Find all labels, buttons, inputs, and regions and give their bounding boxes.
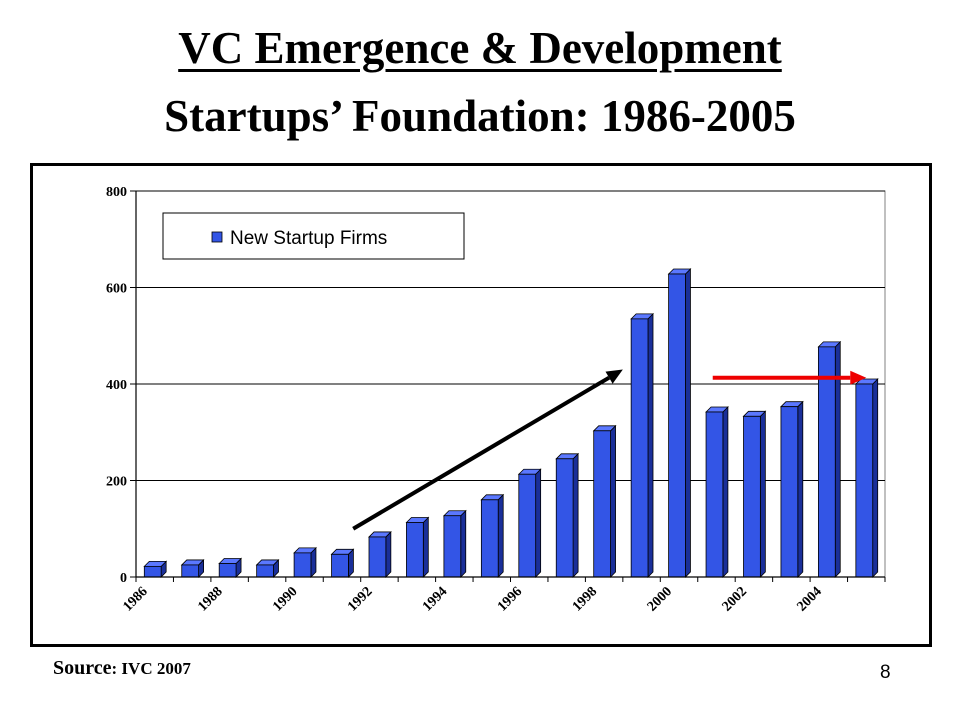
bar (143, 565, 162, 578)
bar (293, 552, 312, 578)
chart-frame: 0 200 400 600 800 1986 1988 1990 1992 1994 1996 199… (30, 163, 932, 647)
bar (331, 553, 349, 578)
bar (518, 473, 537, 578)
bar (630, 318, 649, 578)
x-tick-label: 2002 (720, 584, 750, 614)
x-tick-label: 1996 (495, 584, 525, 614)
bar-side (797, 400, 804, 578)
bar-side (422, 516, 429, 578)
bar (555, 458, 574, 578)
bar-side (722, 406, 729, 578)
x-tick-label: 1994 (420, 584, 450, 614)
x-tick-label: 2000 (645, 584, 675, 614)
x-tick-label: 1988 (195, 584, 225, 614)
bar (368, 536, 387, 578)
annotation-arrow-head (850, 370, 867, 385)
bar-chart: 0 200 400 600 800 1986 1988 1990 1992 1994 1996 199… (106, 185, 886, 615)
bar-side (610, 424, 616, 578)
x-tick-label: 1992 (345, 584, 375, 614)
bar-side (572, 452, 579, 578)
bar-side (759, 410, 766, 578)
bar (855, 383, 874, 578)
bar-side (647, 312, 654, 578)
slide-title: VC Emergence & Development (178, 23, 782, 73)
bar (593, 430, 611, 578)
axes (130, 190, 886, 582)
y-tick-label: 200 (106, 475, 127, 490)
legend-box (162, 212, 465, 260)
bar (443, 515, 462, 578)
source-value: : IVC 2007 (111, 659, 191, 678)
bar (743, 415, 761, 578)
bar-side (497, 493, 504, 578)
source-label: Source (53, 657, 112, 679)
bar-side (685, 268, 691, 578)
bar (181, 564, 200, 578)
annotation-arrow-line (352, 375, 611, 531)
bar-side (385, 530, 392, 578)
bar (480, 499, 499, 578)
legend-label: New Startup Firms (230, 228, 387, 249)
x-tick-label: 1986 (120, 584, 150, 614)
source-note: Source: IVC 2007 (53, 657, 191, 680)
bar-side (535, 468, 542, 578)
bar (406, 522, 424, 578)
annotation-arrow-head (605, 369, 623, 384)
bar-side (872, 378, 879, 578)
y-tick-label: 600 (106, 282, 127, 297)
bar (780, 406, 799, 578)
legend-swatch (211, 231, 223, 243)
bar (668, 273, 686, 578)
y-tick-label: 0 (120, 571, 127, 586)
page-number: 8 (880, 662, 891, 683)
x-tick-label: 2004 (795, 584, 825, 614)
y-tick-label: 400 (106, 378, 127, 393)
bar-side (460, 509, 467, 578)
slide-subtitle: Startups’ Foundation: 1986-2005 (164, 91, 796, 141)
bar (705, 411, 724, 578)
annotations (352, 369, 867, 531)
x-tick-label: 1990 (270, 584, 300, 614)
y-tick-label: 800 (106, 185, 127, 200)
bar (817, 346, 836, 578)
bars (143, 268, 879, 578)
bar (218, 563, 237, 578)
bar (256, 564, 274, 578)
legend: New Startup Firms (162, 212, 465, 260)
x-tick-label: 1998 (570, 584, 600, 614)
